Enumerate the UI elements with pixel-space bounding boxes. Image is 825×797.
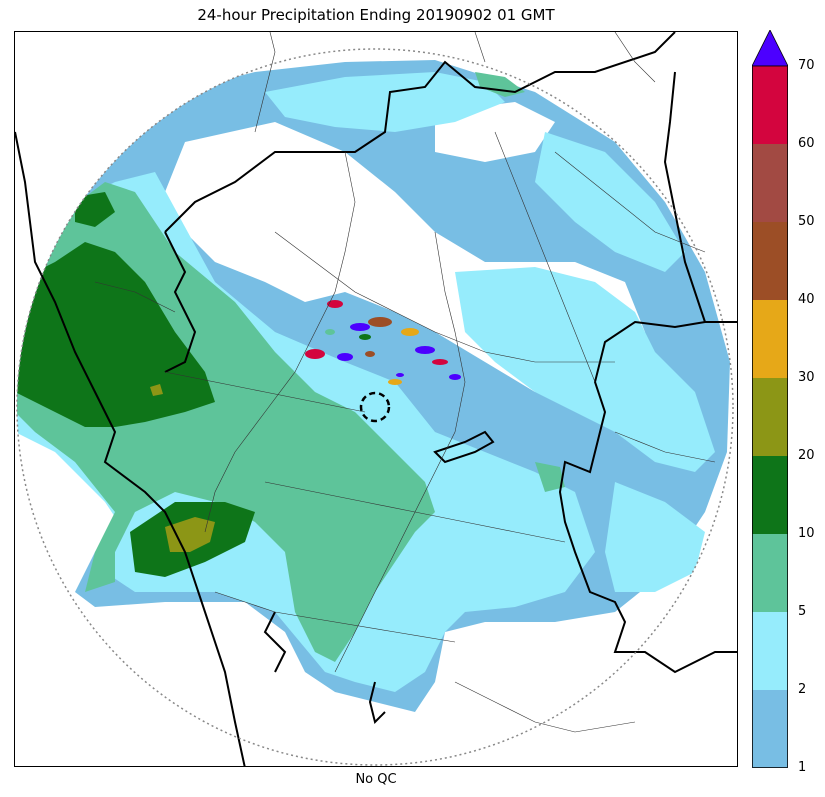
colorbar-bin-2: [752, 534, 788, 612]
colorbar-bin-3: [752, 456, 788, 534]
radar-map-canvas: [15, 32, 737, 766]
colorbar-bin-7: [752, 144, 788, 222]
colorbar-bin-0: [752, 690, 788, 768]
colorbar-tick-label: 1: [798, 760, 807, 775]
precip-band-10-20: [17, 242, 215, 427]
colorbar-tick-label: 60: [798, 136, 815, 151]
colorbar-bin-1: [752, 612, 788, 690]
colorbar-bin-8: [752, 66, 788, 144]
colorbar-tick-label: 2: [798, 682, 807, 697]
radar-range-ring: [16, 48, 734, 766]
colorbar-tick-label: 20: [798, 448, 815, 463]
colorbar: [752, 30, 788, 768]
radar-map: [14, 31, 738, 767]
colorbar-extend-arrow: [752, 30, 788, 67]
x-axis-label: No QC: [355, 772, 397, 787]
colorbar-bin-5: [752, 300, 788, 378]
colorbar-tick-label: 30: [798, 370, 815, 385]
radar-site-marker: [359, 391, 391, 423]
colorbar-bin-4: [752, 378, 788, 456]
country-borders: [15, 32, 737, 766]
chart-title: 24-hour Precipitation Ending 20190902 01…: [197, 6, 555, 24]
colorbar-tick-label: 10: [798, 526, 815, 541]
colorbar-tick-label: 5: [798, 604, 807, 619]
colorbar-tick-label: 40: [798, 292, 815, 307]
colorbar-bin-6: [752, 222, 788, 300]
colorbar-tick-label: 70: [798, 58, 815, 73]
clutter-echoes: [305, 300, 461, 385]
colorbar-tick-label: 50: [798, 214, 815, 229]
precipitation-field: [17, 60, 730, 712]
regional-borders: [94, 32, 716, 733]
precip-band-20-30: [165, 517, 215, 552]
